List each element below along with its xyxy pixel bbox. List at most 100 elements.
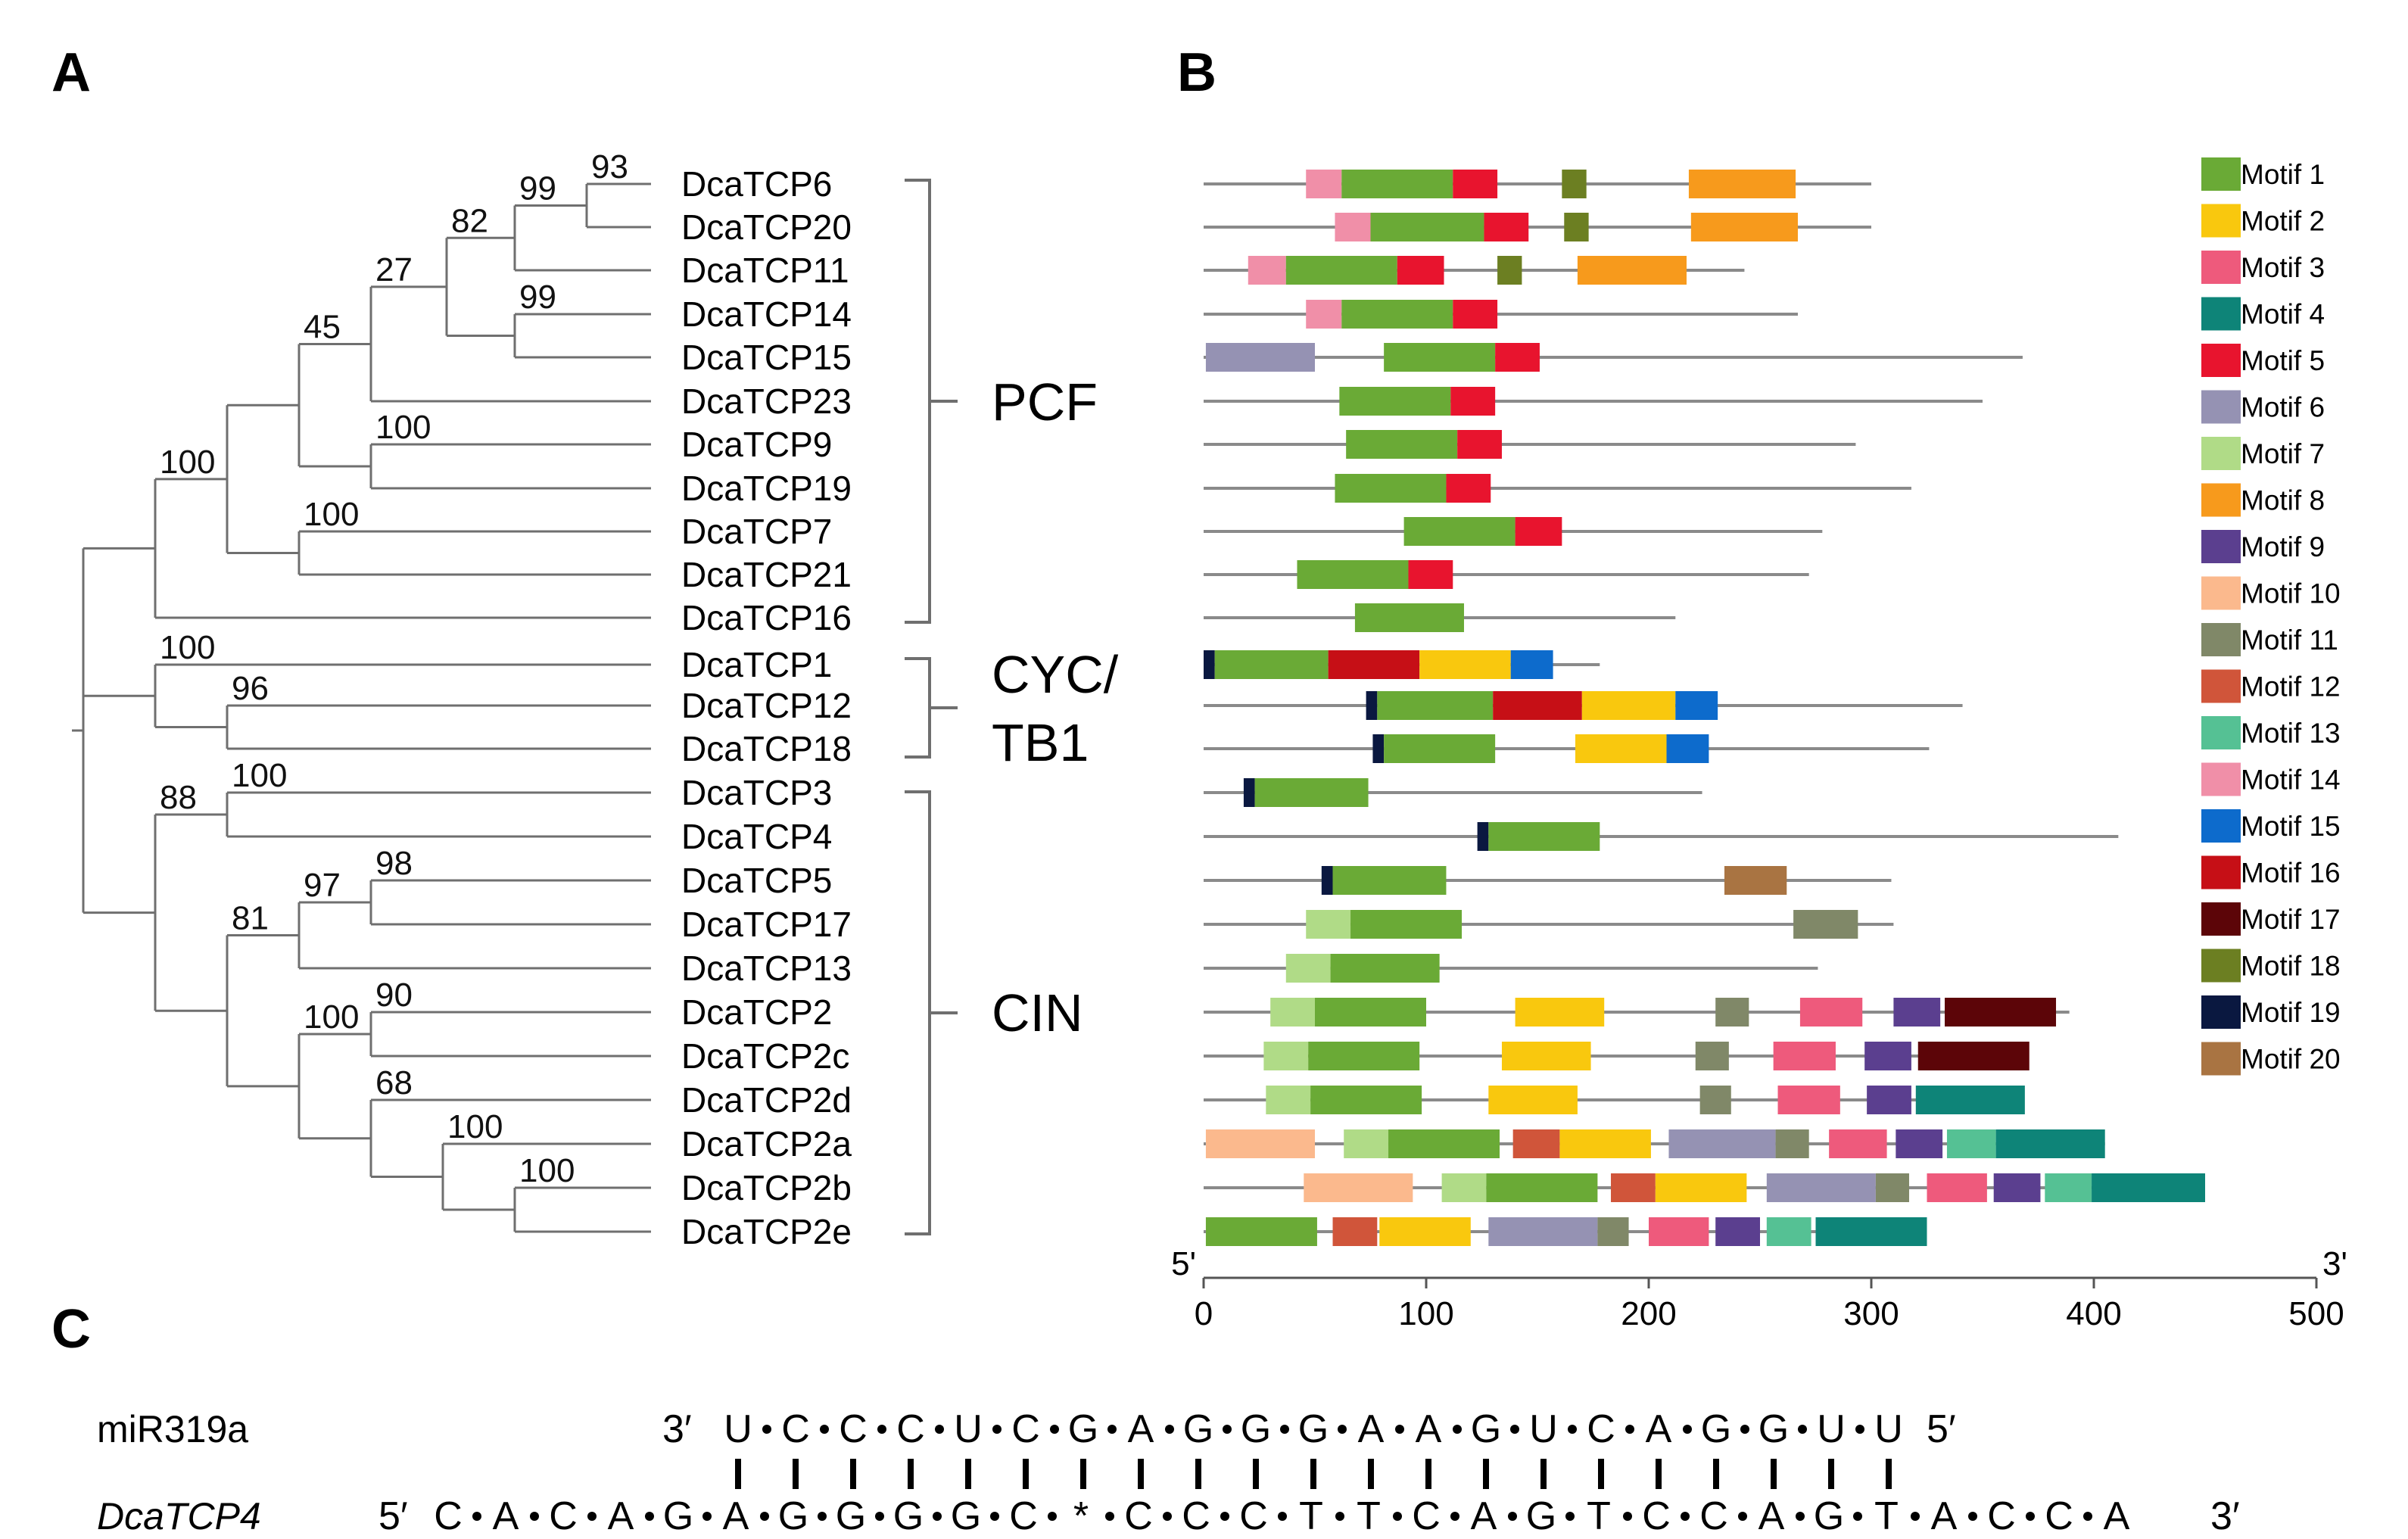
clade-label-cin: CIN — [992, 983, 1083, 1042]
motif-block-4 — [2092, 1173, 2205, 1202]
target-nucleotide: A — [493, 1494, 519, 1538]
legend-swatch — [2201, 716, 2241, 749]
target-nucleotide: C — [1642, 1494, 1671, 1538]
leaf-label: DcaTCP1 — [681, 645, 832, 684]
legend-label: Motif 6 — [2241, 392, 2325, 423]
target-nucleotide: A — [723, 1494, 749, 1538]
axis-tick-label: 500 — [2288, 1295, 2344, 1332]
motif-block-18 — [1562, 170, 1587, 198]
bond-dot — [760, 1512, 769, 1521]
legend-label: Motif 17 — [2241, 904, 2341, 935]
bond-dot — [992, 1425, 1002, 1434]
motif-block-7 — [1306, 910, 1351, 939]
motif-block-1 — [1335, 474, 1447, 503]
cyc-tb1-bracket — [905, 657, 958, 759]
legend-swatch — [2201, 390, 2241, 424]
legend-label: Motif 15 — [2241, 811, 2341, 842]
leaf-label: DcaTCP2b — [681, 1168, 852, 1207]
axis-tick-label: 100 — [1398, 1295, 1453, 1332]
bond-dot — [1625, 1425, 1634, 1434]
motif-block-2 — [1575, 734, 1667, 763]
motif-block-19 — [1321, 866, 1333, 895]
mirna-nucleotide: C — [1587, 1407, 1615, 1451]
bond-dot — [1796, 1512, 1805, 1521]
cin-bracket — [905, 790, 958, 1235]
leaf-label: DcaTCP23 — [681, 382, 852, 421]
motif-block-19 — [1372, 734, 1385, 763]
panel-label-b: B — [1177, 42, 1216, 103]
motif-block-12 — [1332, 1217, 1378, 1246]
mirna-nucleotide: A — [1646, 1407, 1672, 1451]
bond-dot — [990, 1512, 999, 1521]
motif-block-5 — [1484, 213, 1529, 241]
bootstrap-value: 81 — [232, 900, 269, 937]
bootstrap-value: 93 — [591, 148, 628, 185]
motif-block-5 — [1453, 300, 1498, 329]
mirna-nucleotide: U — [1529, 1407, 1558, 1451]
leaf-label: DcaTCP2a — [681, 1124, 852, 1164]
bond-dot — [1278, 1512, 1287, 1521]
motif-block-2 — [1559, 1129, 1651, 1158]
axis-tick-label: 200 — [1621, 1295, 1676, 1332]
motif-block-1 — [1384, 343, 1496, 372]
bond-dot — [587, 1512, 597, 1521]
motif-block-20 — [1724, 866, 1787, 895]
bond-dot — [1853, 1512, 1862, 1521]
motif-block-13 — [2045, 1173, 2092, 1202]
motif-block-3 — [1829, 1129, 1887, 1158]
motif-block-11 — [1775, 1129, 1809, 1158]
motif-block-7 — [1344, 1129, 1389, 1158]
legend-label: Motif 4 — [2241, 299, 2325, 330]
bond-dot — [933, 1512, 942, 1521]
motif-block-1 — [1205, 1217, 1317, 1246]
motif-block-5 — [1450, 387, 1496, 416]
bond-dot — [820, 1425, 829, 1434]
legend-label: Motif 13 — [2241, 718, 2341, 749]
base-pair-bar — [965, 1459, 971, 1489]
target-nucleotide: C — [1182, 1494, 1210, 1538]
motif-block-19 — [1366, 691, 1378, 720]
bond-dot — [1510, 1425, 1519, 1434]
bond-dot — [1165, 1425, 1174, 1434]
mirna-nucleotide: C — [1011, 1407, 1040, 1451]
target-nucleotide: C — [549, 1494, 578, 1538]
bond-dot — [875, 1512, 884, 1521]
leaf-label: DcaTCP5 — [681, 861, 832, 900]
target-nucleotide: C — [1124, 1494, 1153, 1538]
legend-swatch — [2201, 204, 2241, 238]
motif-block-15 — [1675, 691, 1718, 720]
target-nucleotide: A — [1758, 1494, 1785, 1538]
bootstrap-values: 93 99 99 82 27 100 45 100 100 96 100 100 98 97 90 100 10… — [160, 148, 628, 1189]
legend-label: Motif 1 — [2241, 159, 2325, 190]
panel-label-a: A — [51, 42, 91, 103]
bond-dot — [762, 1425, 771, 1434]
mirna-nucleotide: U — [1874, 1407, 1903, 1451]
legend-swatch — [2201, 251, 2241, 284]
bond-dot — [1681, 1512, 1690, 1521]
bond-dot — [1568, 1425, 1577, 1434]
legend-swatch — [2201, 949, 2241, 983]
motif-block-12 — [1512, 1129, 1560, 1158]
motif-block-9 — [1896, 1129, 1943, 1158]
bond-dot — [2083, 1512, 2092, 1521]
motif-block-5 — [1408, 560, 1453, 589]
motif-block-11 — [1875, 1173, 1909, 1202]
bond-dot — [1798, 1425, 1807, 1434]
bond-dot — [1338, 1425, 1347, 1434]
bootstrap-value: 99 — [519, 279, 556, 316]
base-pair-bar — [1138, 1459, 1144, 1489]
base-pair-bar — [1368, 1459, 1374, 1489]
mirna-nucleotide: G — [1183, 1407, 1213, 1451]
bond-dot — [1393, 1512, 1402, 1521]
axis-tick-label: 400 — [2066, 1295, 2121, 1332]
mirna-nucleotide: U — [954, 1407, 983, 1451]
leaf-label: DcaTCP2d — [681, 1080, 852, 1120]
mirna-nucleotide: U — [1817, 1407, 1846, 1451]
target-nucleotide: G — [951, 1494, 981, 1538]
bond-dot — [1911, 1512, 1920, 1521]
motif-block-11 — [1715, 998, 1749, 1027]
legend-swatch — [2201, 855, 2241, 889]
target-label: DcaTCP4 — [97, 1495, 261, 1537]
base-pair-bar — [1080, 1459, 1086, 1489]
mirna-nucleotide: A — [1128, 1407, 1154, 1451]
